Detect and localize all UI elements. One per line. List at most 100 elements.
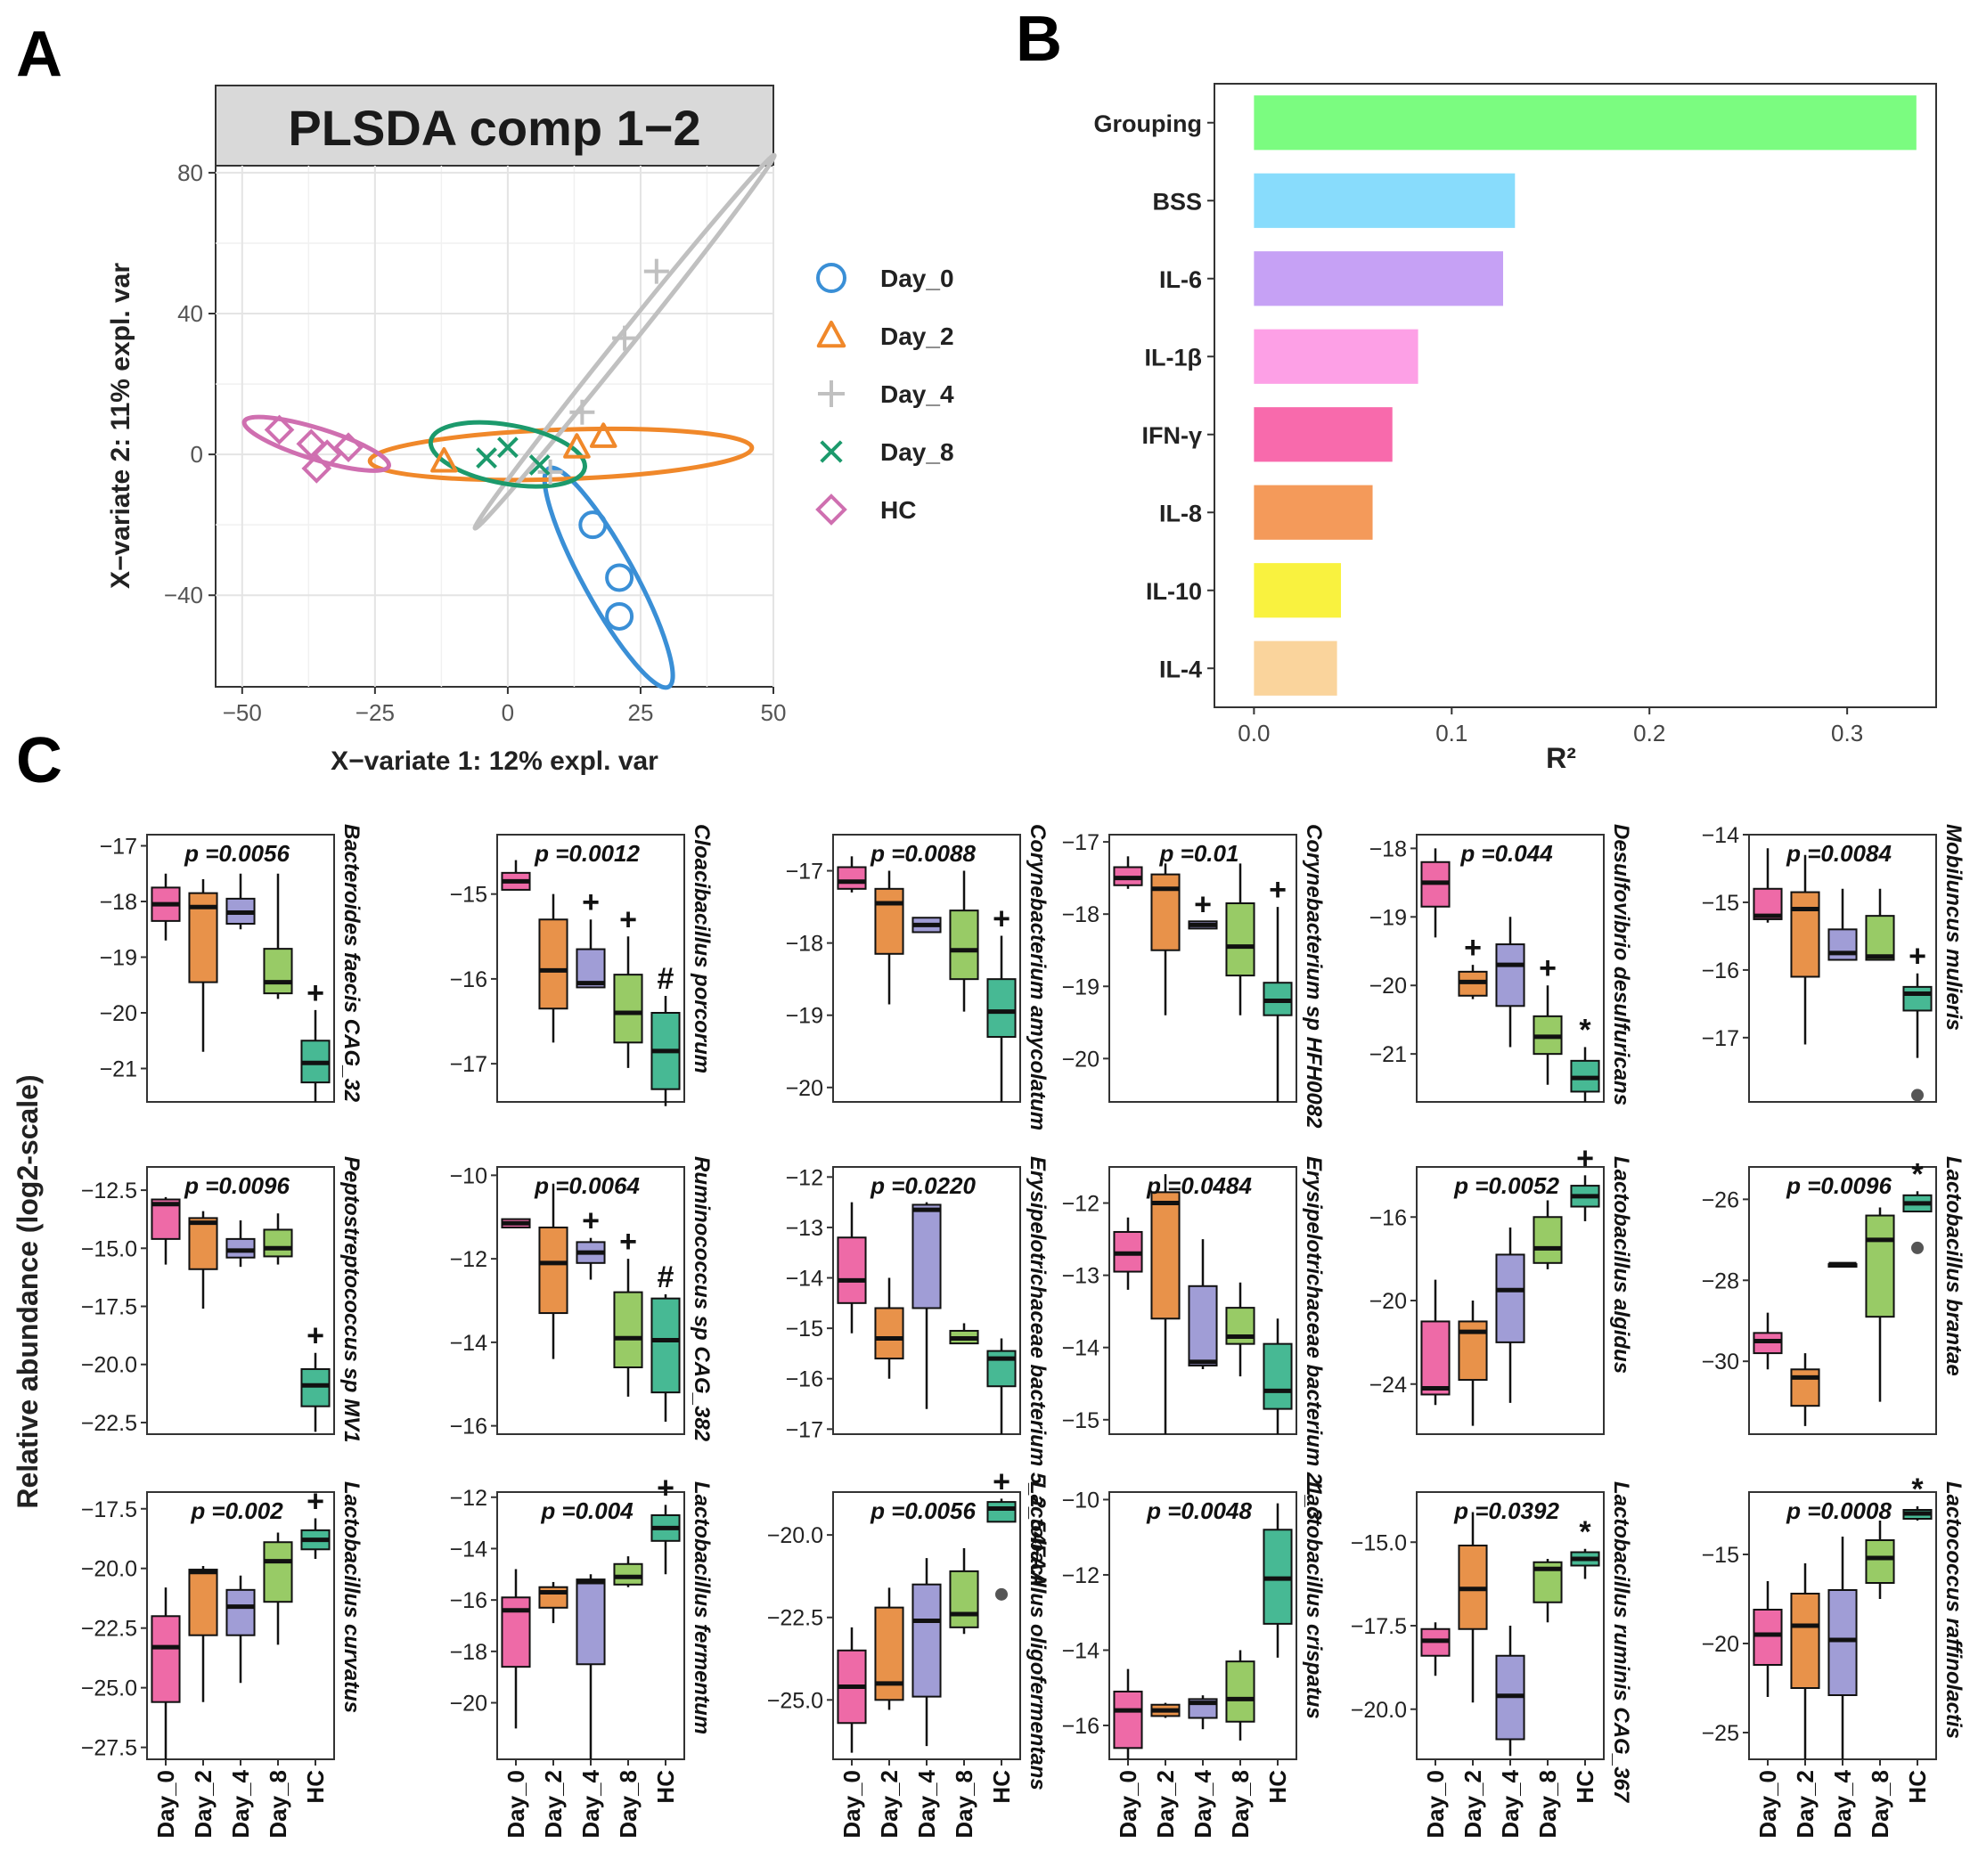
p-value: p =0.002 [190,1497,283,1524]
y-tick-label: −17.5 [81,1497,137,1522]
box [263,1228,293,1258]
p-value: p =0.0052 [1453,1172,1559,1199]
species-label: Cloacibacillus porcorum [690,824,714,1073]
y-tick-label: −12 [450,1486,487,1511]
box [986,1350,1017,1388]
x-tick-label: Day_0 [1422,1770,1449,1839]
plsda-panel: PLSDA comp 1−2 −50 −25 0 25 50 −40 0 40 80 X−var… [106,85,954,776]
box [911,1203,942,1309]
box [1533,1216,1563,1264]
point-day_4 [612,325,638,351]
y-tick-label: 40 [177,300,203,327]
box [188,1217,218,1270]
box [501,1596,531,1668]
box [1865,1539,1895,1584]
x-tick-label: Day_8 [951,1770,977,1839]
species-label: Corynebacterium amycolatum [1026,824,1050,1130]
box [1790,1368,1820,1407]
boxplot-6: −12.5 −15.0 −17.5 −20.0 −22.5 + p =0.0096 Pepto… [81,1156,364,1442]
y-tick-label: −22.5 [81,1411,137,1436]
p-value: p =0.0056 [870,1497,976,1524]
point-day_2 [563,433,591,459]
point-day_0 [605,563,634,592]
species-label: Bacteroides faecis CAG_32 [339,824,364,1103]
boxplot-17: −15 −20 −25 * p =0.0008 Lactococcus raffinola… [1702,1472,1966,1839]
y-tick-label: −15 [450,883,487,908]
plsda-x-label: X−variate 1: 12% expl. var [331,746,658,776]
box [1790,891,1820,978]
x-tick-label: 50 [761,699,787,726]
p-value: p =0.0064 [534,1172,640,1199]
y-tick-label: −12 [1062,1192,1099,1217]
significance-mark: + [619,1225,637,1259]
x-tick-label: Day_0 [152,1770,179,1839]
y-tick-label: −19 [1062,975,1099,999]
point-day_4 [569,399,595,425]
box [1225,1660,1255,1723]
y-tick-label: −22.5 [767,1606,823,1631]
y-tick-label: −15.0 [81,1236,137,1261]
legend-key-day_2 [816,321,846,348]
x-tick-label: HC [1904,1770,1931,1804]
significance-mark: + [582,885,600,919]
x-tick-label: Day_4 [1189,1769,1216,1838]
y-tick-label: −13 [1062,1264,1099,1289]
boxplot-11: −26 −28 −30 * p =0.0096 Lactobacillus brantae [1702,1156,1966,1435]
x-tick-label: HC [1264,1770,1291,1804]
category-label-4: IFN-γ [1142,422,1203,449]
y-tick-label: −14 [1702,823,1740,848]
x-tick-label: −25 [356,699,395,726]
p-value: p =0.0392 [1453,1497,1559,1524]
category-label-3: IL-1β [1145,344,1202,371]
panel-label-a: A [16,19,62,90]
p-value: p =0.0096 [1786,1172,1892,1199]
x-tick-label: 0.1 [1435,720,1467,746]
bar-1 [1254,173,1516,228]
y-tick-label: −13 [786,1216,823,1241]
x-tick-label: Day_8 [1227,1770,1254,1839]
species-label: Lactococcus raffinolactis [1941,1481,1966,1739]
y-tick-label: −14 [450,1537,488,1562]
y-tick-label: −10 [1062,1488,1099,1513]
y-tick-label: −15.0 [1351,1530,1407,1555]
x-tick-label: Day_8 [265,1770,291,1839]
significance-mark: + [307,1319,324,1353]
legend-key-hc [815,493,847,526]
y-tick-label: −30 [1702,1350,1739,1374]
y-tick-label: −18 [450,1640,487,1665]
plsda-title: PLSDA comp 1−2 [288,100,700,156]
box [151,1615,181,1703]
boxplot-16: −15.0 −17.5 −20.0 * p =0.0392 Lactobacillus r… [1351,1481,1633,1839]
category-label-0: Grouping [1094,110,1202,137]
x-tick-label: Day_2 [540,1770,567,1839]
y-tick-label: −19 [786,1004,823,1029]
y-tick-label: −24 [1369,1373,1408,1398]
y-tick-label: −12 [786,1165,823,1190]
boxplot-10: −16 −20 −24 + p =0.0052 Lactobacillus algidus [1369,1141,1633,1435]
y-tick-label: −25.0 [767,1688,823,1713]
box [874,1307,904,1360]
box [225,1588,256,1636]
legend-label-hc: HC [880,496,916,524]
significance-mark: + [1464,931,1482,965]
significance-mark: # [658,1260,674,1294]
species-label: Peptostreptococcus sp MV1 [339,1156,364,1442]
y-tick-label: −20 [450,1692,487,1717]
y-tick-label: −20.0 [767,1523,823,1548]
y-tick-label: −14 [1062,1638,1100,1663]
x-tick-label: Day_2 [190,1770,217,1839]
y-tick-label: −17.5 [81,1295,137,1320]
point-day_2 [589,422,617,448]
y-tick-label: −19 [1369,905,1407,930]
box [1495,943,1525,1007]
y-tick-label: −10 [450,1163,487,1188]
boxplot-13: −12 −14 −16 −18 −20 + p =0.004 Lactobacillus fe… [450,1471,714,1838]
x-tick-label: Day_8 [1534,1770,1561,1839]
box [188,1569,218,1636]
x-tick-label: 0.3 [1831,720,1863,746]
boxplot-14: −20.0 −22.5 −25.0 + p =0.0056 Lactobacillus o… [767,1464,1050,1838]
y-tick-label: −17 [1062,830,1099,855]
box [1225,902,1255,977]
box [949,909,979,981]
